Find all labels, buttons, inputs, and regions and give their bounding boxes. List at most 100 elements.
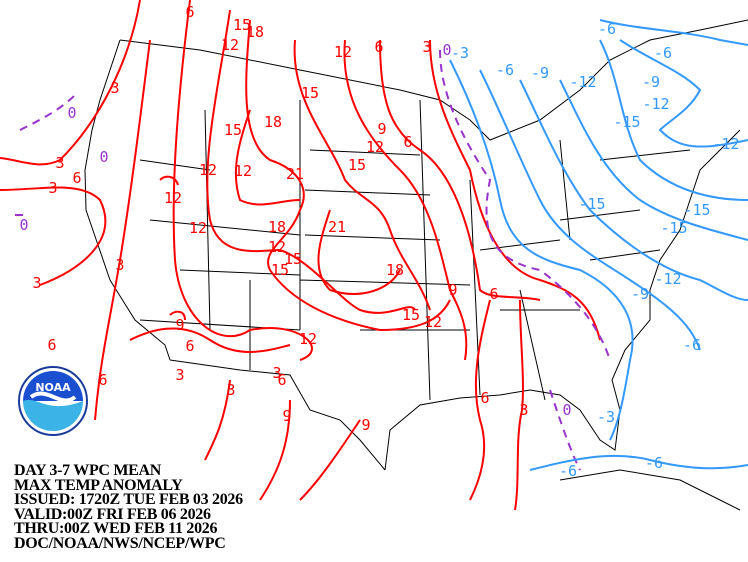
contour-line (599, 19, 748, 46)
contour-line (206, 9, 416, 314)
contour-line (343, 39, 468, 361)
red-contour-label: 12 (164, 189, 182, 207)
contour-line (379, 39, 541, 301)
mexico-border (169, 359, 386, 471)
thru-line: THRU:00Z WED FEB 11 2026 (14, 520, 218, 538)
red-contour-label: 12 (299, 330, 317, 348)
blue-contour-label: -6 (645, 454, 663, 472)
blue-contours (449, 19, 748, 471)
contour-line (234, 109, 301, 206)
contour-line (129, 327, 291, 353)
red-contour-label: 15 (402, 306, 420, 324)
blue-contour-label: -6 (683, 336, 701, 354)
logo-text: NOAA (35, 381, 71, 394)
blue-contour-label: -6 (598, 20, 616, 38)
red-contour-label: 6 (47, 336, 56, 354)
contour-line (429, 39, 601, 341)
blue-contour-label: -3 (451, 44, 469, 62)
blue-contour-label: -6 (496, 61, 514, 79)
red-contour-label: 15 (233, 16, 251, 34)
red-contour-label: 18 (386, 261, 404, 279)
contour-line (0, 0, 141, 166)
zero-contour-label: 0 (442, 41, 451, 59)
contour-line (245, 19, 451, 332)
blue-contour-label: -12 (642, 95, 669, 113)
blue-contour-label: -3 (597, 408, 615, 426)
red-contour-label: 3 (175, 366, 184, 384)
red-contour-label: 9 (282, 407, 291, 425)
contour-line (479, 69, 701, 351)
contour-line (619, 39, 748, 148)
red-contour-label: 3 (55, 154, 64, 172)
red-contour-label: 12 (268, 238, 286, 256)
blue-contour-label: -6 (559, 462, 577, 480)
blue-contour-label: -6 (654, 44, 672, 62)
red-contour-label: 9 (377, 120, 386, 138)
red-contour-label: 12 (334, 43, 352, 61)
red-contour-label: 3 (32, 274, 41, 292)
red-contour-label: 12 (234, 162, 252, 180)
canada-border (119, 19, 748, 141)
contour-line (469, 299, 491, 501)
red-contour-label: 9 (361, 416, 370, 434)
blue-contour-label: -15 (660, 219, 687, 237)
contour-line (599, 39, 748, 201)
red-contour-label: 15 (284, 250, 302, 268)
red-contour-label: 3 (115, 256, 124, 274)
red-contour-label: 3 (519, 401, 528, 419)
red-contour-label: 12 (199, 161, 217, 179)
blue-contour-label: -12 (569, 73, 596, 91)
contour-line (293, 39, 431, 311)
contour-line (0, 186, 107, 286)
contour-line (449, 59, 634, 441)
contour-line (514, 299, 524, 511)
red-contour-label: 18 (246, 23, 264, 41)
contour-line (172, 0, 313, 361)
contour-line (159, 175, 186, 321)
cuba (559, 469, 741, 511)
zero-contour-label: 0 (562, 401, 571, 419)
red-contour-label: 3 (272, 364, 281, 382)
valid-line: VALID:00Z FRI FEB 06 2026 (14, 505, 211, 523)
red-contour-label: 6 (277, 371, 286, 389)
red-contour-label: 9 (448, 281, 457, 299)
zero-contour-label: 0 (67, 104, 76, 122)
noaa-logo: NOAA (18, 366, 88, 436)
blue-contour-label: -15 (613, 113, 640, 131)
contour-line (317, 209, 401, 295)
red-contour-label: 6 (480, 389, 489, 407)
map-title-block: DAY 3-7 WPC MEAN MAX TEMP ANOMALY ISSUED… (14, 462, 243, 552)
red-contour-label: 12 (366, 138, 384, 156)
red-contours (0, 0, 601, 511)
blue-contour-label: -9 (631, 285, 649, 303)
blue-contour-label: -9 (531, 64, 549, 82)
borders (84, 19, 748, 511)
zero-contour-label: 0 (19, 216, 28, 234)
contour-line (519, 79, 748, 301)
red-contour-label: 3 (110, 79, 119, 97)
zero-contour (549, 389, 581, 471)
red-contour-label: 6 (72, 169, 81, 187)
red-contour-label: 6 (403, 133, 412, 151)
zero-contours (15, 49, 611, 471)
red-contour-label: 9 (175, 316, 184, 334)
red-contour-label: 15 (348, 156, 366, 174)
red-contour-label: 15 (271, 261, 289, 279)
red-contour-label: 6 (98, 371, 107, 389)
red-contour-label: 18 (264, 113, 282, 131)
zero-contour (19, 94, 76, 131)
contour-line (559, 79, 748, 241)
red-contour-label: 18 (268, 218, 286, 236)
title-line: DAY 3-7 WPC MEAN (14, 462, 162, 479)
blue-contour-label: -15 (578, 195, 605, 213)
blue-contour-label: -9 (642, 73, 660, 91)
red-contour-label: 6 (489, 285, 498, 303)
red-contour-label: 3 (226, 381, 235, 399)
red-contour-label: 3 (48, 179, 57, 197)
blue-contour-label: -12 (654, 270, 681, 288)
us-west-coast (84, 39, 171, 361)
blue-contour-label: -15 (683, 201, 710, 219)
